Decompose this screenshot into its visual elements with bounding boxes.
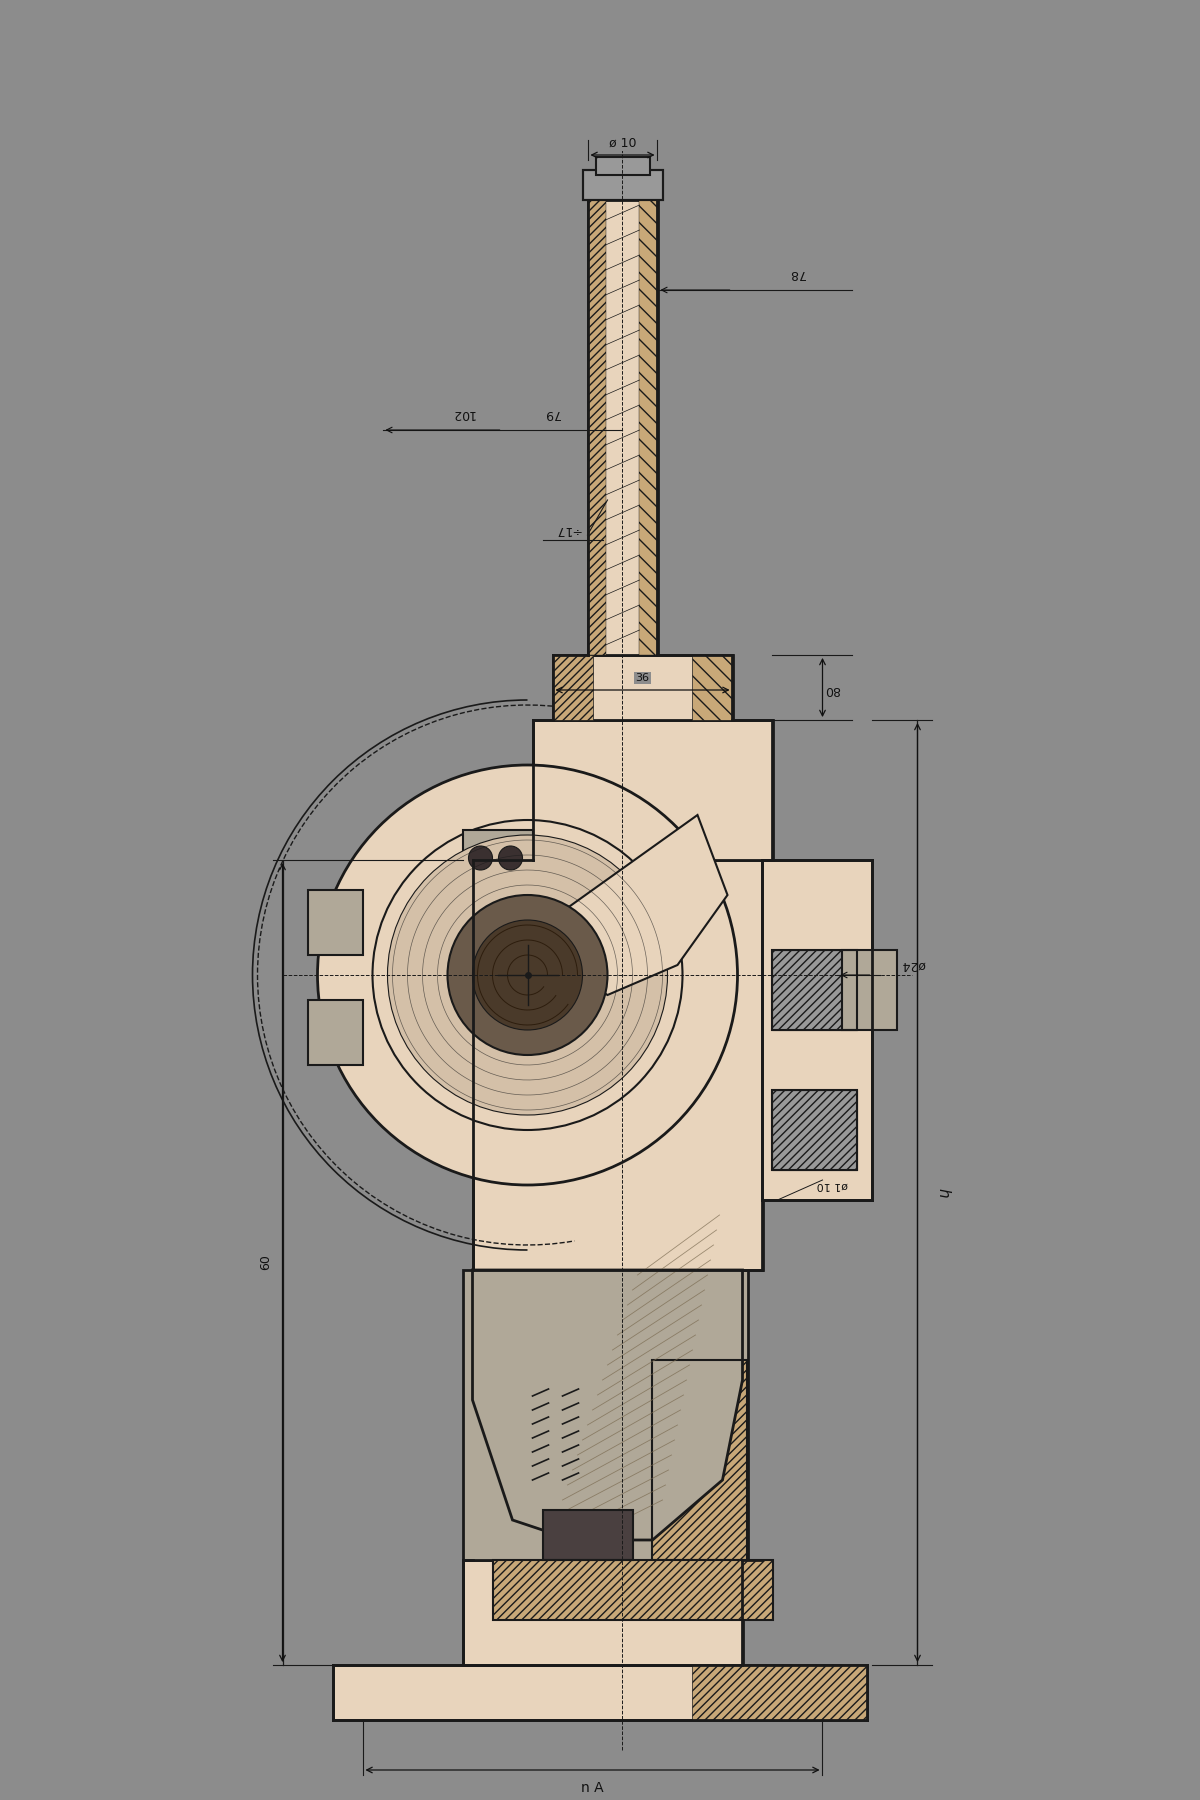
Bar bbox=[542, 1510, 632, 1561]
Bar bbox=[552, 655, 593, 720]
Text: 79: 79 bbox=[545, 407, 560, 419]
Text: 80: 80 bbox=[824, 684, 840, 697]
Bar bbox=[462, 1561, 743, 1665]
Text: 102: 102 bbox=[451, 407, 474, 419]
Bar bbox=[492, 1561, 773, 1620]
Bar bbox=[332, 1665, 868, 1721]
Text: 78: 78 bbox=[790, 266, 805, 281]
Text: n A: n A bbox=[581, 1780, 604, 1795]
Bar bbox=[640, 200, 658, 655]
Bar bbox=[533, 720, 773, 860]
Text: 60: 60 bbox=[259, 1255, 272, 1271]
Bar bbox=[492, 1561, 773, 1620]
Circle shape bbox=[372, 821, 683, 1130]
Bar bbox=[588, 200, 658, 655]
Bar bbox=[773, 1091, 858, 1170]
Bar bbox=[692, 1665, 868, 1721]
Circle shape bbox=[468, 846, 492, 869]
Text: 36: 36 bbox=[636, 673, 649, 682]
Bar bbox=[462, 1271, 748, 1561]
Bar bbox=[462, 830, 533, 880]
Text: ø1 10: ø1 10 bbox=[817, 1181, 848, 1190]
Circle shape bbox=[388, 835, 667, 1114]
Circle shape bbox=[318, 765, 738, 1184]
Text: ø24 18: ø24 18 bbox=[882, 958, 925, 972]
Bar bbox=[653, 1361, 748, 1561]
Circle shape bbox=[498, 846, 522, 869]
Circle shape bbox=[473, 920, 582, 1030]
Bar bbox=[842, 950, 898, 1030]
Bar bbox=[595, 157, 649, 175]
Bar bbox=[582, 169, 662, 200]
Polygon shape bbox=[473, 1271, 743, 1541]
Bar bbox=[307, 1001, 362, 1066]
Text: h: h bbox=[936, 1188, 950, 1197]
Text: ÷17: ÷17 bbox=[554, 524, 581, 536]
Bar bbox=[773, 1091, 858, 1170]
Text: ø 10: ø 10 bbox=[608, 137, 636, 149]
Bar bbox=[473, 860, 762, 1271]
Bar bbox=[307, 889, 362, 956]
Bar bbox=[773, 950, 858, 1030]
Circle shape bbox=[448, 895, 607, 1055]
Bar bbox=[588, 200, 606, 655]
Polygon shape bbox=[558, 815, 727, 995]
Bar bbox=[653, 1361, 748, 1561]
Bar bbox=[552, 655, 732, 720]
Bar bbox=[773, 950, 858, 1030]
Bar bbox=[692, 655, 732, 720]
Bar bbox=[582, 169, 662, 200]
Bar bbox=[762, 860, 872, 1201]
Text: 3: 3 bbox=[818, 1114, 827, 1127]
